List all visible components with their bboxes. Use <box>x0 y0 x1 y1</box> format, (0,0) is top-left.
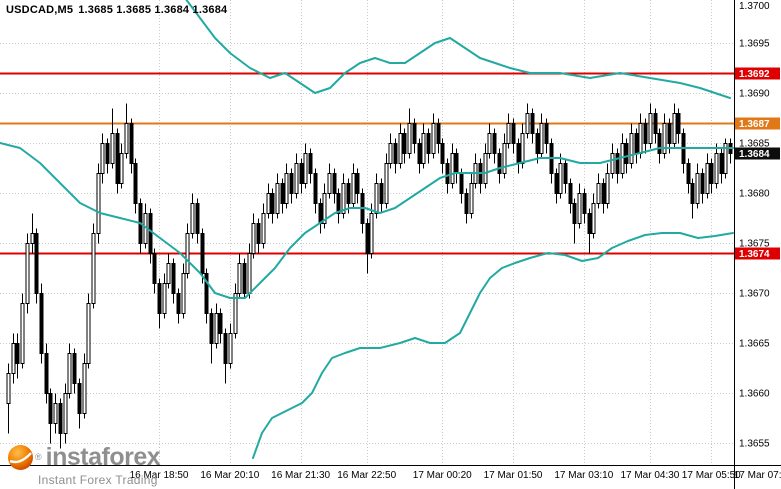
time-tick-label: 16 Mar 21:30 <box>271 470 330 481</box>
registered-mark: ® <box>35 452 42 462</box>
svg-text:1.3684: 1.3684 <box>739 149 770 160</box>
price-tick-label: 1.3655 <box>739 439 770 450</box>
broker-watermark: ® instaforex Instant Forex Trading <box>7 443 161 487</box>
grid-layer <box>0 0 734 465</box>
time-tick-label: 16 Mar 20:10 <box>200 470 259 481</box>
time-tick-label: 17 Mar 01:50 <box>484 470 543 481</box>
price-tag-1.3684: 1.3684 <box>735 147 780 160</box>
symbol-period-label: USDCAD,M5 <box>6 4 74 16</box>
price-tick-label: 1.3665 <box>739 339 770 350</box>
time-tick-label: 17 Mar 05:50 <box>682 470 741 481</box>
instaforex-sphere-icon <box>8 445 33 470</box>
indicator-lines-layer <box>0 0 734 459</box>
price-tick-label: 1.3660 <box>739 389 770 400</box>
quote-ohlc-label: 1.3685 1.3685 1.3684 1.3684 <box>78 4 228 16</box>
svg-text:1.3674: 1.3674 <box>739 249 770 260</box>
chart-title: USDCAD,M5 1.3685 1.3685 1.3684 1.3684 <box>6 4 232 16</box>
candles-layer <box>6 103 733 449</box>
svg-text:1.3692: 1.3692 <box>739 69 770 80</box>
svg-text:1.3687: 1.3687 <box>739 119 770 130</box>
brand-logo-row: ® instaforex <box>7 443 161 471</box>
price-tag-1.3674: 1.3674 <box>735 247 780 260</box>
time-tick-label: 17 Mar 07:15 <box>734 470 781 481</box>
time-tick-label: 17 Mar 03:10 <box>554 470 613 481</box>
price-tick-label: 1.3685 <box>739 139 770 150</box>
price-tick-label: 1.3680 <box>739 189 770 200</box>
time-tick-label: 17 Mar 00:20 <box>413 470 472 481</box>
price-tick-label: 1.3690 <box>739 89 770 100</box>
price-tag-1.3692: 1.3692 <box>735 67 780 80</box>
time-tick-label: 16 Mar 18:50 <box>130 470 189 481</box>
price-tick-label: 1.3700 <box>739 1 770 12</box>
brand-tagline: Instant Forex Trading <box>38 473 158 487</box>
time-axis[interactable]: 16 Mar 18:50 16 Mar 20:10 16 Mar 21:30 16 M… <box>130 470 781 481</box>
time-tick-label: 17 Mar 04:30 <box>620 470 679 481</box>
brand-name: instaforex <box>45 443 161 471</box>
time-tick-label: 16 Mar 22:50 <box>337 470 396 481</box>
price-tick-label: 1.3670 <box>739 289 770 300</box>
price-tick-label: 1.3675 <box>739 239 770 250</box>
price-tag-1.3687: 1.3687 <box>735 117 780 130</box>
price-tick-label: 1.3695 <box>739 39 770 50</box>
